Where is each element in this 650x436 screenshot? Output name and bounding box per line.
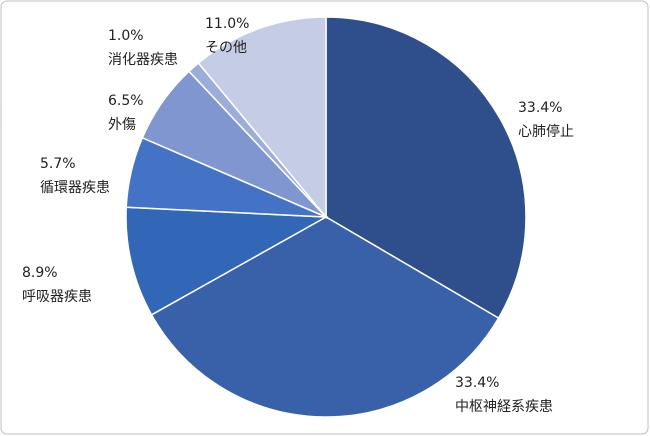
category-label: 消化器疾患 xyxy=(108,52,178,68)
value-label: 33.4% xyxy=(518,100,562,116)
value-label: 6.5% xyxy=(108,93,144,109)
pie-slice xyxy=(125,206,329,316)
value-label: 11.0% xyxy=(205,16,249,32)
pie-slice xyxy=(197,16,327,220)
category-label: 中枢神経系疾患 xyxy=(455,399,553,415)
labels: 33.4% 心肺停止 33.4% 中枢神経系疾患 8.9% 呼吸器疾患 5.7% 循環器疾患 6… xyxy=(22,16,574,415)
category-label: 外傷 xyxy=(108,117,136,133)
pie-slice xyxy=(325,16,527,320)
category-label: その他 xyxy=(205,40,247,56)
category-label: 心肺停止 xyxy=(518,123,574,140)
value-label: 33.4% xyxy=(455,375,499,391)
category-label: 循環器疾患 xyxy=(40,180,110,196)
value-label: 8.9% xyxy=(22,265,58,281)
value-label: 1.0% xyxy=(108,28,144,44)
value-label: 5.7% xyxy=(40,156,76,172)
category-label: 呼吸器疾患 xyxy=(22,289,92,305)
pie xyxy=(125,16,527,418)
